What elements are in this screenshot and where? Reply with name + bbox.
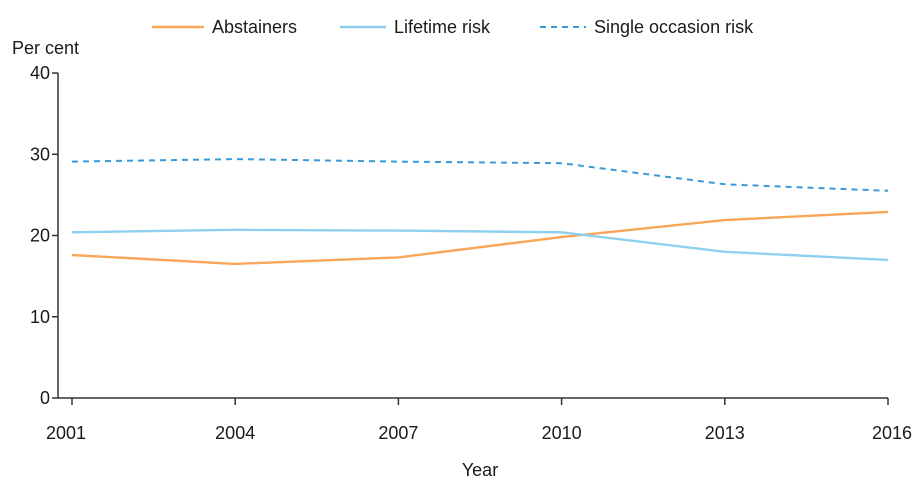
x-tick-label: 2001 xyxy=(46,423,86,443)
series-line-abstainers xyxy=(71,210,889,266)
y-axis-label: Per cent xyxy=(12,38,79,58)
axes: 0 10 20 30 40 2001 2004 2007 2010 2013 2016 xyxy=(30,63,912,443)
x-tick-label: 2010 xyxy=(542,423,582,443)
y-tick-label: 40 xyxy=(30,63,50,83)
series-line-lifetime-risk xyxy=(71,228,889,262)
legend-label-abstainers: Abstainers xyxy=(212,17,297,37)
y-tick-label: 30 xyxy=(30,144,50,164)
series-line-single-occasion-risk xyxy=(71,158,889,192)
series-group xyxy=(71,158,889,266)
y-tick-label: 10 xyxy=(30,307,50,327)
x-tick-label: 2004 xyxy=(215,423,255,443)
x-tick-label: 2016 xyxy=(872,423,912,443)
x-tick-label: 2007 xyxy=(378,423,418,443)
y-tick-label: 20 xyxy=(30,226,50,246)
legend-label-lifetime-risk: Lifetime risk xyxy=(394,17,491,37)
legend-label-single-occasion-risk: Single occasion risk xyxy=(594,17,754,37)
y-tick-label: 0 xyxy=(40,388,50,408)
x-axis-label: Year xyxy=(462,460,498,480)
x-tick-label: 2013 xyxy=(705,423,745,443)
legend: Abstainers Lifetime risk Single occasion r… xyxy=(152,17,754,37)
